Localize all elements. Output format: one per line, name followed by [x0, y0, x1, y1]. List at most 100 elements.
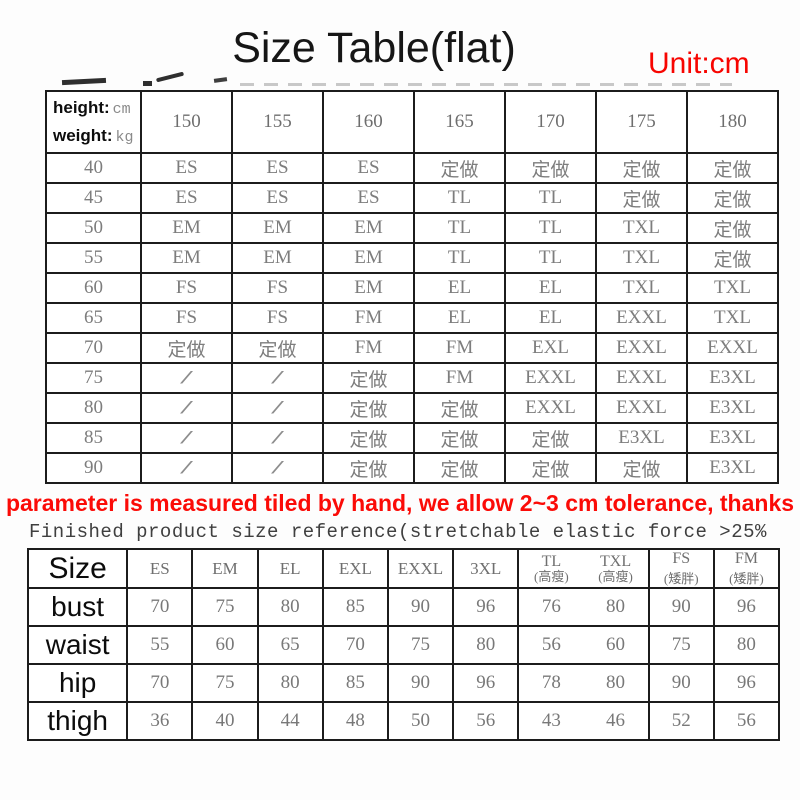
size-cell: TXL	[595, 212, 688, 244]
size-matrix-table: height: cm weight: kg 150 155 160 165 170 175 180 4…	[45, 90, 779, 484]
size-cell: 定做	[322, 362, 415, 394]
size-cell: EXXL	[504, 362, 597, 394]
weight-row: 50 EM EM EM TL TL TXL 定做	[45, 212, 779, 244]
size-cell: E3XL	[686, 392, 779, 424]
paired-measurement-cell: 76 80	[517, 587, 650, 627]
paired-column-header: TL (高瘦) TXL (高瘦)	[517, 548, 650, 589]
size-cell: 定做	[413, 422, 506, 454]
size-cell: E3XL	[686, 452, 779, 484]
weight-row: 80// 定做 定做 EXXL EXXL E3XL	[45, 392, 779, 424]
reference-header-row: Size ES EM EL EXL EXXL 3XL TL (高瘦) TXL (高瘦) FS (矮胖) F…	[26, 548, 781, 589]
measurement-cell: 75	[647, 625, 715, 665]
measurement-row: waist 55 60 65 70 75 80 56 60 75 80	[26, 625, 781, 665]
measurement-cell: 70	[126, 587, 194, 627]
weight-row: 55 EM EM EM TL TL TXL 定做	[45, 242, 779, 274]
weight-row-header: 45	[45, 182, 142, 214]
size-cell: 定做	[140, 332, 233, 364]
measurement-cell: 80	[712, 625, 781, 665]
size-cell: EXXL	[686, 332, 779, 364]
tolerance-note: parameter is measured tiled by hand, we …	[5, 490, 795, 516]
size-cell: EXXL	[595, 392, 688, 424]
measurement-cell: 70	[321, 625, 389, 665]
size-cell: FM	[322, 302, 415, 334]
height-column-header: 150	[140, 90, 233, 154]
cropped-text-artifact	[143, 81, 152, 86]
measurement-cell: 75	[191, 587, 259, 627]
weight-row-header: 90	[45, 452, 142, 484]
size-header: Size	[26, 548, 129, 589]
size-cell: ES	[140, 152, 233, 184]
corner-header: height: cm weight: kg	[45, 90, 142, 154]
measurement-cell: 52	[647, 701, 715, 741]
cropped-text-artifact	[213, 77, 228, 83]
size-cell: 定做	[504, 152, 597, 184]
measurement-cell: 56	[452, 701, 520, 741]
size-cell: 定做	[595, 452, 688, 484]
paired-measurement-cell: 56 60	[517, 625, 650, 665]
size-cell: E3XL	[686, 422, 779, 454]
size-cell: EXXL	[595, 302, 688, 334]
size-cell: FS	[140, 302, 233, 334]
slash-mark: /	[179, 456, 194, 478]
weight-unit: kg	[115, 129, 134, 146]
measurement-row-header: hip	[26, 663, 129, 703]
size-cell: ES	[322, 182, 415, 214]
cropped-text-artifact	[240, 83, 732, 86]
height-unit: cm	[112, 101, 131, 119]
reference-note: Finished product size reference(stretcha…	[29, 521, 767, 543]
measurement-row-header: waist	[26, 625, 129, 665]
measurement-cell: 75	[386, 625, 455, 665]
size-cell: ES	[231, 152, 324, 184]
size-cell: /	[231, 392, 324, 424]
column-header: EXXL	[386, 548, 455, 589]
weight-row-header: 75	[45, 362, 142, 394]
size-cell: FM	[413, 362, 506, 394]
measurement-cell: 70	[126, 663, 194, 703]
weight-row-header: 80	[45, 392, 142, 424]
weight-row: 70 定做 定做 FM FM EXL EXXL EXXL	[45, 332, 779, 364]
size-cell: 定做	[322, 452, 415, 484]
size-cell: EM	[322, 212, 415, 244]
size-cell: E3XL	[595, 422, 688, 454]
size-cell: TXL	[686, 302, 779, 334]
size-cell: EXXL	[595, 332, 688, 364]
slash-mark: /	[270, 456, 285, 478]
weight-row-header: 85	[45, 422, 142, 454]
measurement-row: bust 70 75 80 85 90 96 76 80 90 96	[26, 587, 781, 627]
size-cell: TL	[413, 182, 506, 214]
size-cell: 定做	[686, 152, 779, 184]
size-cell: EM	[231, 242, 324, 274]
size-cell: FS	[140, 272, 233, 304]
size-cell: 定做	[504, 452, 597, 484]
size-cell: TXL	[595, 242, 688, 274]
size-cell: EM	[322, 242, 415, 274]
weight-row-header: 70	[45, 332, 142, 364]
column-header: EXL	[321, 548, 389, 589]
size-cell: TL	[504, 212, 597, 244]
paired-measurement-cell: 43 46	[517, 701, 650, 741]
size-cell: 定做	[322, 422, 415, 454]
size-cell: FM	[322, 332, 415, 364]
size-cell: /	[140, 362, 233, 394]
height-column-header: 155	[231, 90, 324, 154]
cropped-text-artifact	[61, 77, 107, 86]
size-cell: 定做	[413, 392, 506, 424]
size-cell: FM	[413, 332, 506, 364]
size-cell: EL	[504, 272, 597, 304]
slash-mark: /	[270, 396, 285, 418]
measurement-cell: 80	[256, 663, 324, 703]
measurement-row-header: bust	[26, 587, 129, 627]
measurement-cell: 96	[712, 587, 781, 627]
size-cell: TXL	[686, 272, 779, 304]
weight-row-header: 65	[45, 302, 142, 334]
size-cell: ES	[322, 152, 415, 184]
size-cell: 定做	[322, 392, 415, 424]
weight-label: weight:	[53, 126, 113, 145]
size-cell: ES	[231, 182, 324, 214]
size-cell: /	[140, 392, 233, 424]
size-cell: EXXL	[504, 392, 597, 424]
size-cell: EL	[504, 302, 597, 334]
column-header: EL	[256, 548, 324, 589]
measurement-row: thigh 36 40 44 48 50 56 43 46 52 56	[26, 701, 781, 741]
